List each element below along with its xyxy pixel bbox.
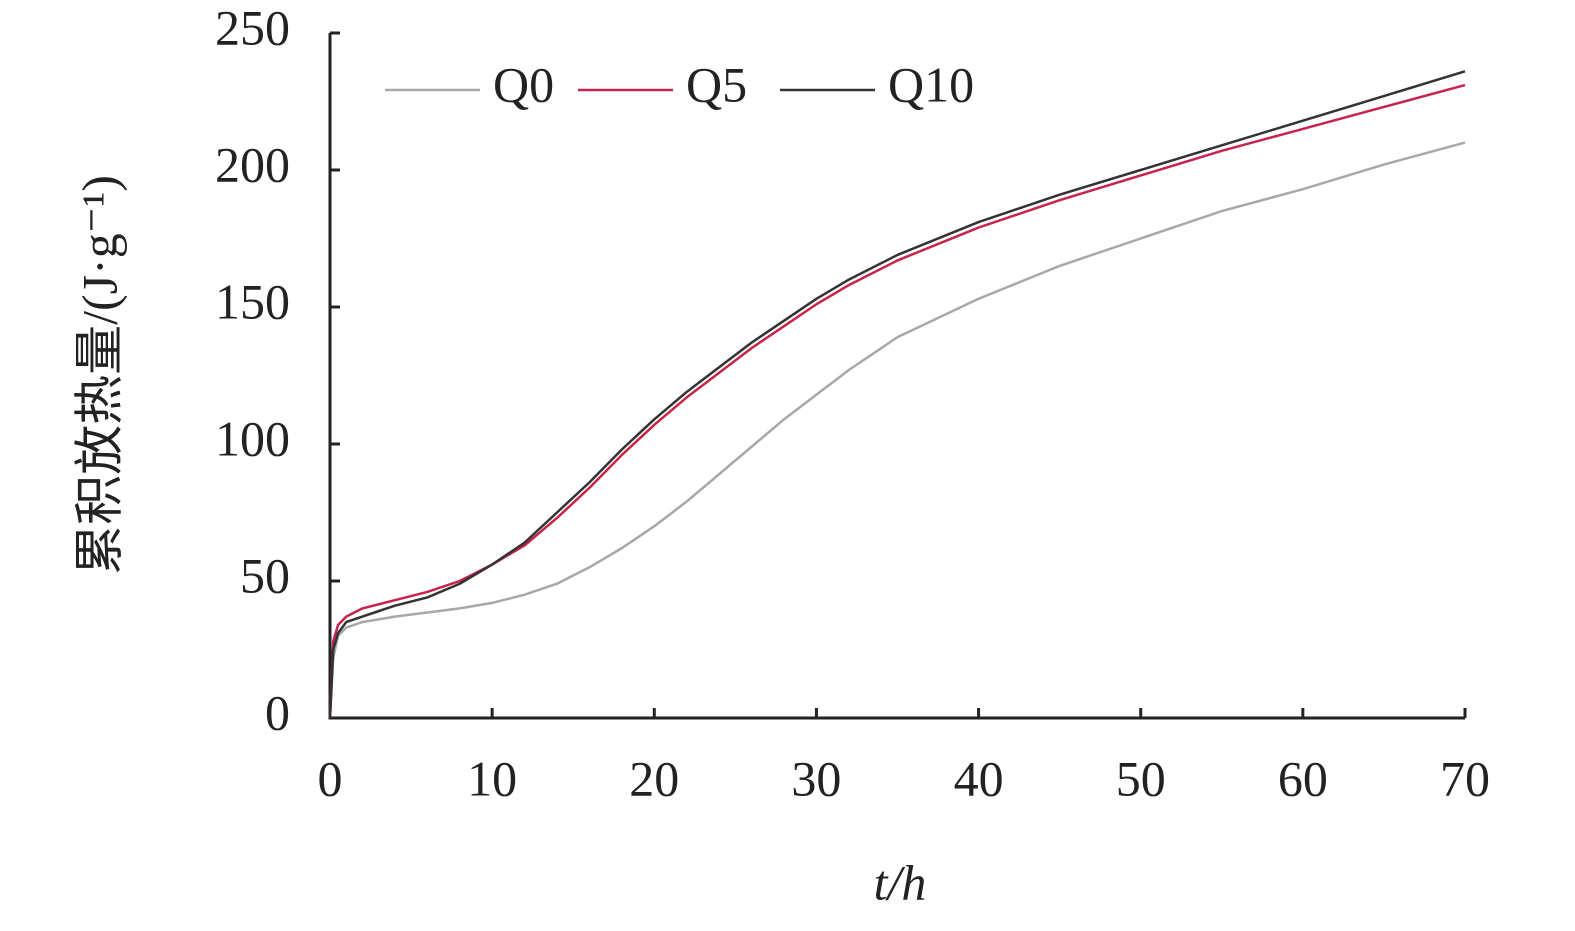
data-line <box>328 83 1466 719</box>
x-tick-label: 60 <box>1278 750 1328 806</box>
axes <box>328 33 1465 720</box>
data-line <box>328 70 1466 719</box>
legend-label: Q5 <box>686 56 747 112</box>
y-tick-label: 250 <box>215 0 290 55</box>
legend-label: Q10 <box>888 56 974 112</box>
x-tick-label: 30 <box>791 750 841 806</box>
y-axis-label: 累积放热量/(J·g⁻¹) <box>71 175 127 575</box>
y-tick-label: 50 <box>240 547 290 603</box>
data-line <box>328 141 1466 719</box>
x-tick-label: 50 <box>1116 750 1166 806</box>
y-tick-label: 200 <box>215 136 290 192</box>
x-tick-label: 10 <box>467 750 517 806</box>
legend-label: Q0 <box>493 56 554 112</box>
y-tick-label: 0 <box>265 684 290 740</box>
y-tick-label: 100 <box>215 410 290 466</box>
x-tick-label: 70 <box>1440 750 1490 806</box>
x-tick-label: 40 <box>954 750 1004 806</box>
x-tick-label: 20 <box>629 750 679 806</box>
x-axis-label: t/h <box>874 854 927 910</box>
y-tick-label: 150 <box>215 273 290 329</box>
x-tick-label: 0 <box>318 750 343 806</box>
